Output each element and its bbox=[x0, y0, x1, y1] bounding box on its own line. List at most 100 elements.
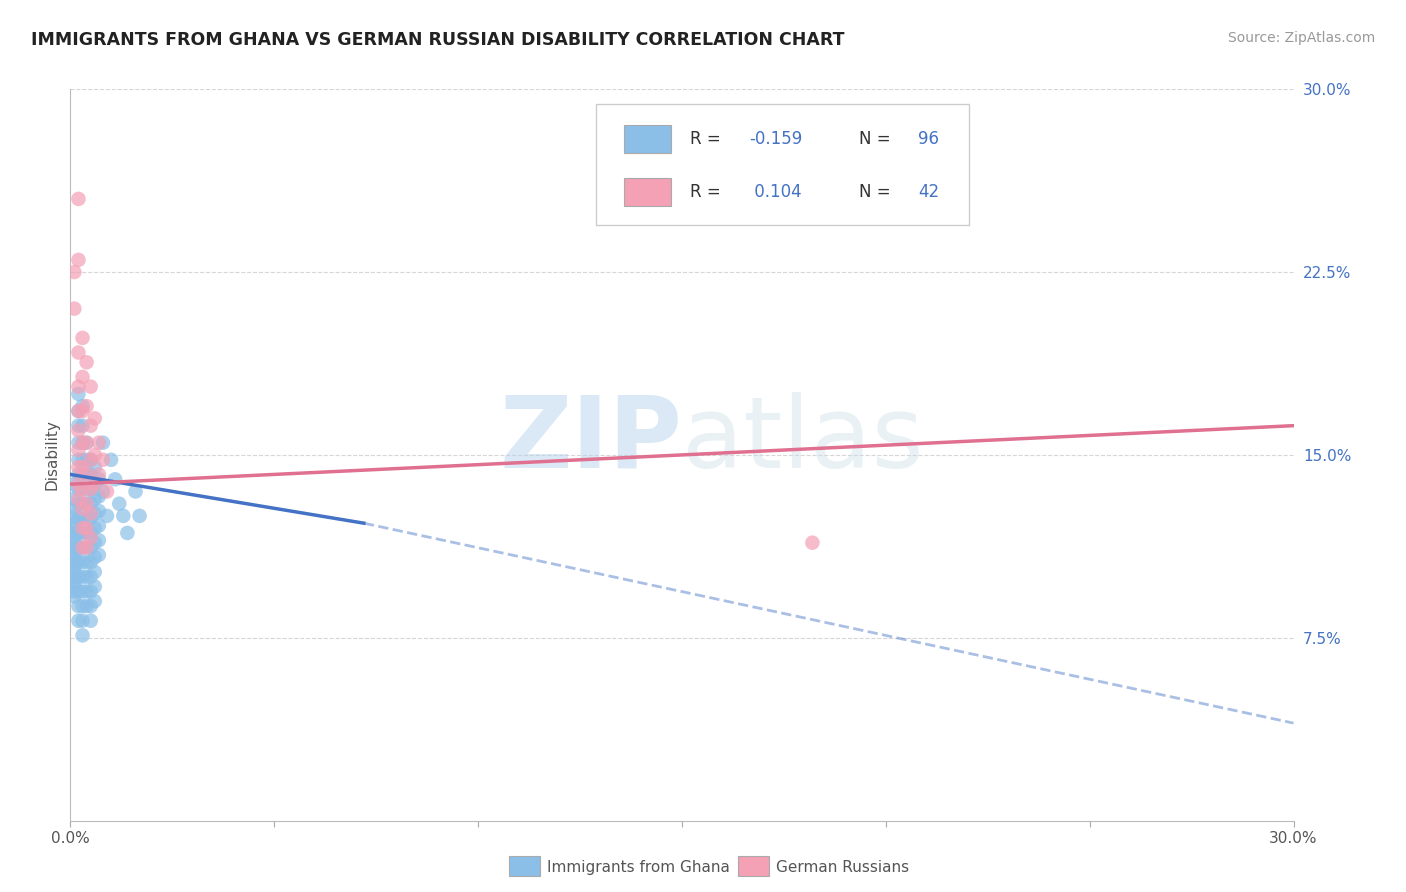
Point bbox=[63, 590, 86, 604]
Point bbox=[83, 521, 105, 535]
Point bbox=[72, 435, 94, 450]
Point bbox=[76, 355, 98, 369]
Point bbox=[87, 533, 110, 548]
Point bbox=[63, 491, 86, 506]
Point bbox=[79, 452, 103, 467]
Point bbox=[96, 484, 118, 499]
Text: R =: R = bbox=[690, 130, 727, 148]
Point bbox=[67, 570, 90, 584]
Point bbox=[72, 555, 94, 569]
Point bbox=[83, 565, 105, 579]
Point bbox=[72, 370, 94, 384]
Text: atlas: atlas bbox=[682, 392, 924, 489]
Point bbox=[67, 541, 90, 555]
Point bbox=[63, 580, 86, 594]
Point bbox=[79, 599, 103, 613]
Point bbox=[83, 448, 105, 462]
Point bbox=[63, 550, 86, 565]
Point bbox=[67, 345, 90, 359]
Point bbox=[67, 418, 90, 433]
Point bbox=[72, 399, 94, 413]
Point bbox=[67, 497, 90, 511]
Point bbox=[76, 467, 98, 482]
Point bbox=[87, 518, 110, 533]
Point bbox=[67, 387, 90, 401]
Point bbox=[104, 472, 127, 486]
Text: 96: 96 bbox=[918, 130, 939, 148]
Point bbox=[67, 491, 90, 506]
Point bbox=[79, 614, 103, 628]
Point bbox=[83, 550, 105, 565]
Point bbox=[67, 584, 90, 599]
Point bbox=[67, 511, 90, 525]
Point bbox=[67, 192, 90, 206]
Point bbox=[67, 404, 90, 418]
FancyBboxPatch shape bbox=[596, 103, 969, 225]
Text: 42: 42 bbox=[918, 184, 939, 202]
Point bbox=[63, 508, 86, 523]
Point bbox=[79, 511, 103, 525]
Point bbox=[87, 548, 110, 562]
Point bbox=[79, 507, 103, 521]
Point bbox=[67, 555, 90, 569]
Point bbox=[79, 482, 103, 496]
Point bbox=[72, 497, 94, 511]
Point bbox=[91, 484, 114, 499]
Point bbox=[72, 482, 94, 496]
Point bbox=[79, 482, 103, 496]
Point bbox=[67, 452, 90, 467]
Point bbox=[72, 525, 94, 540]
Point bbox=[76, 541, 98, 555]
Point bbox=[63, 301, 86, 316]
Point bbox=[76, 511, 98, 525]
Point bbox=[67, 599, 90, 613]
Point bbox=[72, 331, 94, 345]
Point bbox=[87, 472, 110, 486]
Point bbox=[76, 555, 98, 569]
Point bbox=[67, 404, 90, 418]
Point bbox=[67, 525, 90, 540]
Bar bbox=[624, 178, 671, 206]
Point bbox=[83, 477, 105, 491]
Point bbox=[67, 482, 90, 496]
Point bbox=[79, 584, 103, 599]
Text: N =: N = bbox=[859, 184, 896, 202]
Point bbox=[63, 531, 86, 545]
Point bbox=[79, 467, 103, 482]
Point bbox=[76, 525, 98, 540]
Point bbox=[72, 460, 94, 475]
Point bbox=[79, 555, 103, 569]
Text: N =: N = bbox=[859, 130, 896, 148]
Point bbox=[63, 521, 86, 535]
Point bbox=[63, 555, 86, 569]
Point bbox=[72, 418, 94, 433]
Point bbox=[76, 521, 98, 535]
Point bbox=[76, 497, 98, 511]
Point bbox=[72, 501, 94, 516]
Point bbox=[83, 594, 105, 608]
Point bbox=[67, 614, 90, 628]
Point bbox=[63, 565, 86, 579]
Point bbox=[83, 580, 105, 594]
Point bbox=[76, 467, 98, 482]
Point bbox=[67, 435, 90, 450]
Point bbox=[63, 516, 86, 531]
Point bbox=[72, 482, 94, 496]
Point bbox=[63, 477, 86, 491]
Point bbox=[72, 541, 94, 555]
Point bbox=[63, 525, 86, 540]
Point bbox=[79, 525, 103, 540]
Text: 0.104: 0.104 bbox=[749, 184, 801, 202]
Point bbox=[72, 404, 94, 418]
Text: Source: ZipAtlas.com: Source: ZipAtlas.com bbox=[1227, 31, 1375, 45]
Point bbox=[63, 501, 86, 516]
Point bbox=[72, 511, 94, 525]
Point bbox=[83, 411, 105, 425]
Point bbox=[67, 460, 90, 475]
Point bbox=[79, 497, 103, 511]
Point bbox=[76, 497, 98, 511]
Point bbox=[76, 541, 98, 555]
Point bbox=[87, 435, 110, 450]
Point bbox=[87, 504, 110, 518]
Point bbox=[72, 628, 94, 642]
